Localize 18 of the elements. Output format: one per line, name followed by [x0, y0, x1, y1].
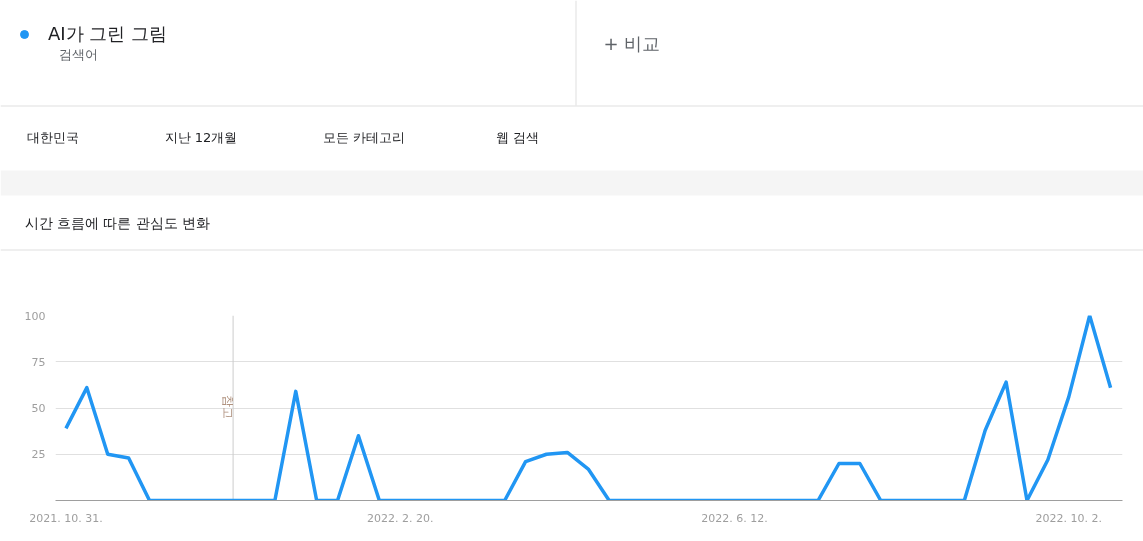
y-tick-label: 75 [31, 355, 46, 369]
y-tick-label: 25 [31, 448, 46, 462]
ref-line-label: 참고 [221, 395, 236, 420]
x-tick-label: 2022. 2. 20. [366, 511, 434, 525]
y-tick-label: 50 [31, 402, 46, 415]
legend-label: AI가 그린 그림 [48, 22, 168, 46]
text: 대한민국 [26, 130, 79, 145]
text: 검색어 [58, 47, 98, 62]
text: 모든 카테고리 [322, 130, 405, 145]
x-tick-label: 2022. 6. 12. [701, 511, 768, 525]
y-tick-label: 100 [24, 309, 46, 323]
text: 지난 12개월 [164, 130, 238, 145]
chart-title: 시간 흐름에 따른 관심도 변화 [24, 214, 211, 231]
text: 웹 검색 [495, 130, 539, 145]
x-tick-label: 2022. 10. 2. [1035, 511, 1103, 525]
line-series [64, 315, 1113, 501]
x-tick-label: 2021. 10. 31. [29, 511, 103, 525]
text: + 비교 [603, 33, 661, 54]
